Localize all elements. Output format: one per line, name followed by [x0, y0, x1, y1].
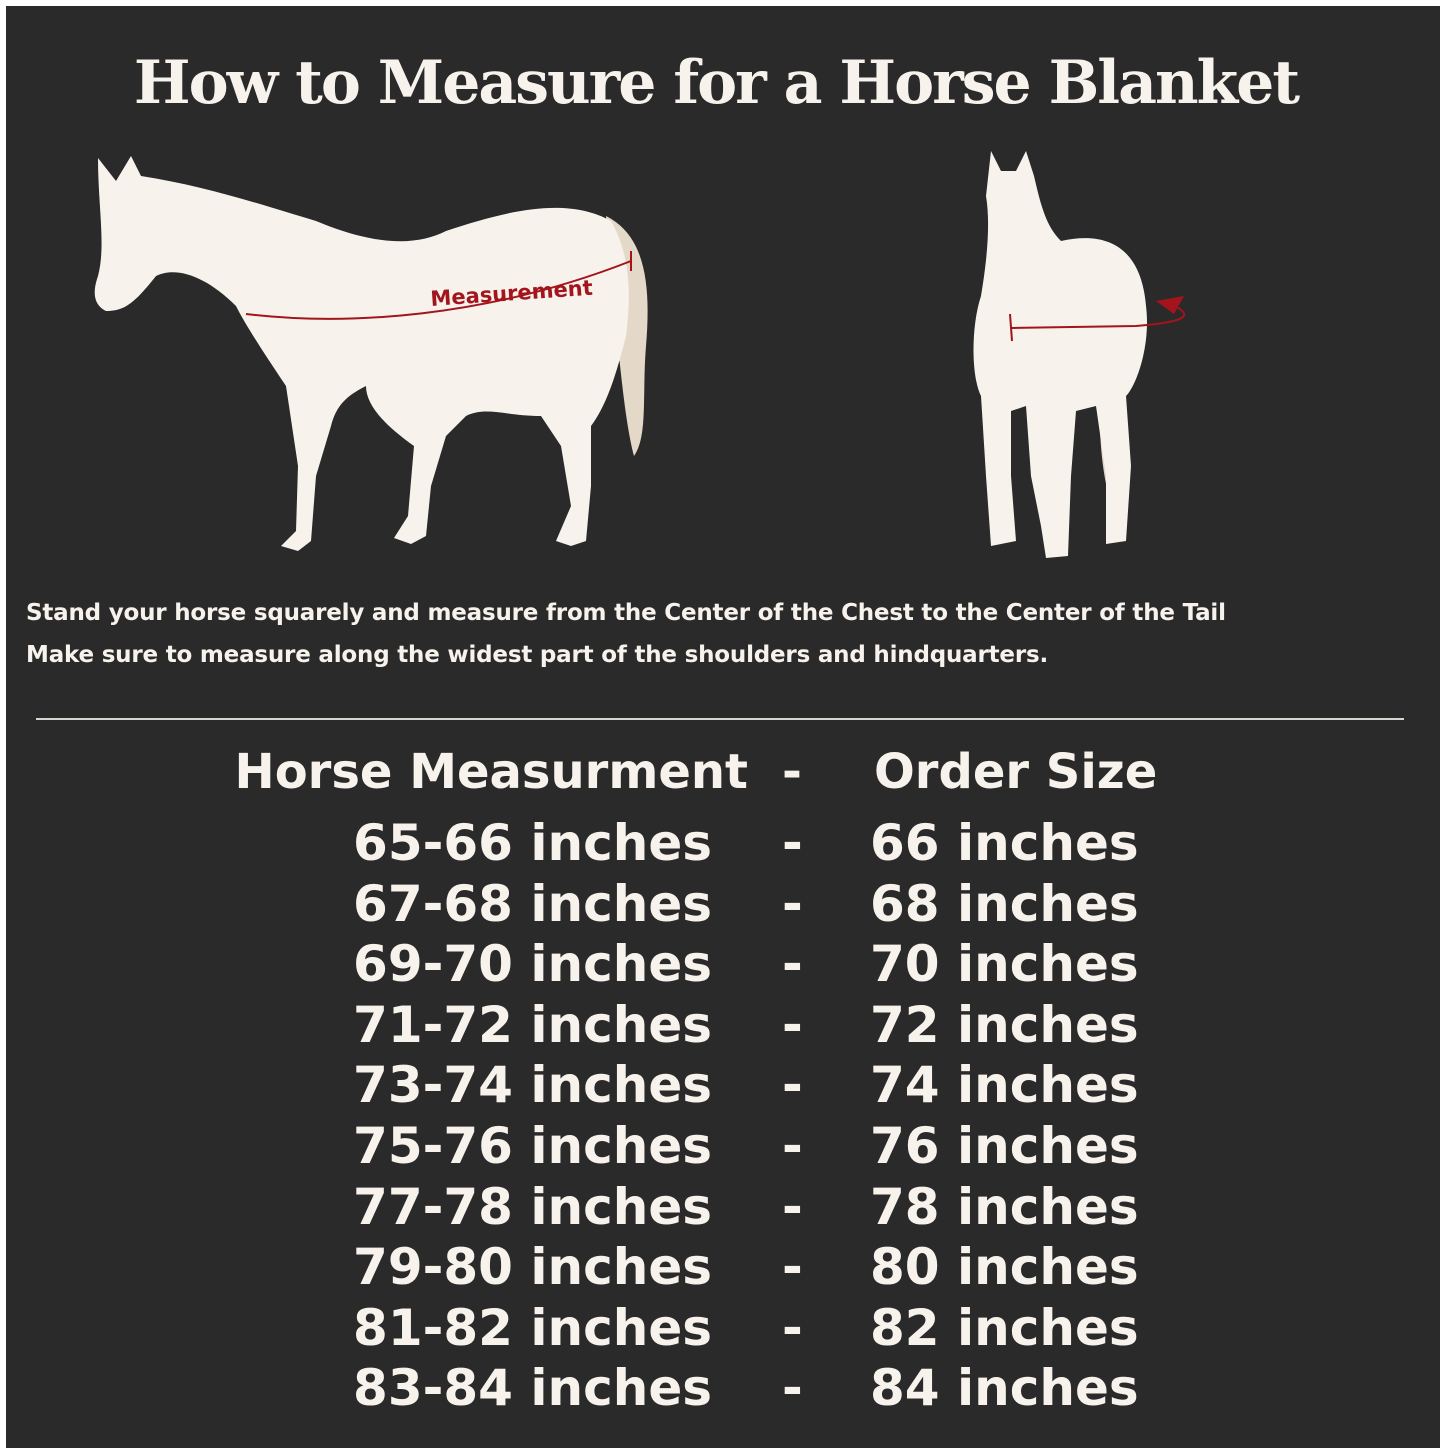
- row-order-size: 76 inches: [870, 1117, 1139, 1175]
- row-separator: -: [782, 1359, 803, 1418]
- front-horse-body: [973, 151, 1147, 558]
- girth-arrow-icon: [1156, 296, 1184, 314]
- row-order-size: 74 inches: [870, 1056, 1139, 1115]
- row-measurement: 79-80 inches: [353, 1238, 712, 1297]
- size-table-row: 71-72 inches - 72 inches: [6, 996, 1440, 1056]
- size-table-row: 67-68 inches - 68 inches: [6, 875, 1440, 935]
- size-table-row: 81-82 inches - 82 inches: [6, 1299, 1440, 1359]
- page-title: How to Measure for a Horse Blanket: [133, 48, 1300, 118]
- row-order-size: 68 inches: [870, 874, 1139, 933]
- row-measurement: 77-78 inches: [353, 1177, 712, 1236]
- size-table-row: 77-78 inches - 78 inches: [6, 1178, 1440, 1238]
- infographic-panel: How to Measure for a Horse Blanket Measu…: [6, 6, 1440, 1448]
- size-table-row: 83-84 inches - 84 inches: [6, 1359, 1440, 1419]
- row-separator: -: [782, 1056, 803, 1115]
- row-separator: -: [782, 1298, 803, 1357]
- side-horse-body: [94, 156, 629, 551]
- row-measurement: 83-84 inches: [353, 1359, 712, 1418]
- row-separator: -: [782, 1177, 803, 1236]
- size-table-row: 69-70 inches - 70 inches: [6, 935, 1440, 995]
- instruction-line-1: Stand your horse squarely and measure fr…: [26, 600, 1226, 626]
- row-measurement: 69-70 inches: [353, 935, 712, 994]
- row-measurement: 73-74 inches: [353, 1056, 712, 1115]
- size-table-header: Horse Measurment - Order Size: [6, 744, 1440, 804]
- header-order-size: Order Size: [874, 744, 1158, 800]
- divider: [36, 718, 1404, 720]
- size-table-row: 73-74 inches - 74 inches: [6, 1056, 1440, 1116]
- row-measurement: 81-82 inches: [353, 1298, 712, 1357]
- size-table-row: 65-66 inches - 66 inches: [6, 814, 1440, 874]
- front-view-horse-illustration: [973, 151, 1185, 558]
- measurement-line: [245, 260, 632, 320]
- row-measurement: 75-76 inches: [353, 1117, 712, 1175]
- row-separator: -: [782, 935, 803, 994]
- row-separator: -: [782, 995, 803, 1054]
- row-order-size: 72 inches: [870, 995, 1139, 1054]
- girth-line: [1011, 303, 1185, 329]
- row-separator: -: [782, 1117, 803, 1175]
- row-measurement: 65-66 inches: [353, 814, 712, 872]
- row-order-size: 66 inches: [870, 814, 1139, 872]
- instruction-line-2: Make sure to measure along the widest pa…: [26, 642, 1048, 668]
- header-measurement: Horse Measurment: [234, 744, 748, 800]
- size-table-row: 75-76 inches - 76 inches: [6, 1117, 1440, 1177]
- row-measurement: 67-68 inches: [353, 874, 712, 933]
- row-separator: -: [782, 874, 803, 933]
- row-order-size: 70 inches: [870, 935, 1139, 994]
- row-separator: -: [782, 814, 803, 872]
- row-separator: -: [782, 1238, 803, 1297]
- header-separator: -: [782, 744, 802, 800]
- row-order-size: 78 inches: [870, 1177, 1139, 1236]
- size-table-row: 79-80 inches - 80 inches: [6, 1238, 1440, 1298]
- row-order-size: 82 inches: [870, 1298, 1139, 1357]
- side-view-horse-illustration: Measurement: [94, 156, 648, 551]
- row-order-size: 84 inches: [870, 1359, 1139, 1418]
- row-order-size: 80 inches: [870, 1238, 1139, 1297]
- chest-tick: [1009, 313, 1013, 342]
- row-measurement: 71-72 inches: [353, 995, 712, 1054]
